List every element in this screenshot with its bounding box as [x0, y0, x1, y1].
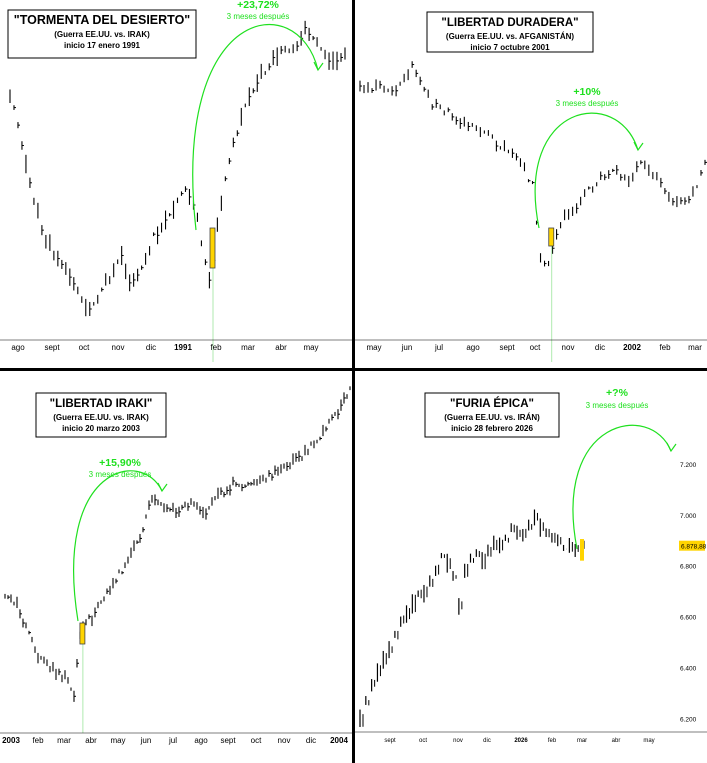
chart-title: "TORMENTA DEL DESIERTO" — [14, 13, 191, 27]
x-tick-label: nov — [453, 738, 463, 744]
x-tick-label: jul — [168, 736, 177, 745]
x-tick-label: mar — [577, 738, 587, 744]
x-tick-label: nov — [112, 343, 125, 352]
x-tick-label: may — [303, 343, 318, 352]
x-tick-label: sept — [44, 343, 60, 352]
y-tick-label: 6.800 — [680, 564, 697, 571]
y-tick-label: 6.400 — [680, 665, 697, 672]
event-start-marker — [548, 227, 555, 247]
gain-label: +?% — [606, 387, 629, 399]
x-tick-label: jul — [434, 343, 443, 352]
x-tick-label: nov — [278, 736, 291, 745]
chart-title: "LIBERTAD DURADERA" — [441, 17, 578, 29]
three-month-arc — [534, 112, 639, 229]
divider-vertical — [352, 0, 355, 763]
three-month-arc — [572, 424, 672, 550]
x-tick-label: oct — [251, 736, 262, 745]
title-box — [426, 11, 594, 53]
start-date-label: inicio 17 enero 1991 — [64, 41, 141, 50]
start-date-label: inicio 7 octubre 2001 — [470, 43, 550, 52]
chart-subtitle: (Guerra EE.UU. vs. IRAK) — [53, 413, 149, 422]
x-tick-label: feb — [210, 343, 222, 352]
x-tick-label: abr — [275, 343, 287, 352]
start-date-label: inicio 20 marzo 2003 — [62, 424, 140, 433]
x-tick-label: 2004 — [330, 736, 348, 745]
after-label: 3 meses después — [89, 470, 152, 479]
chart-title: "LIBERTAD IRAKI" — [50, 398, 153, 410]
x-tick-label: abr — [85, 736, 97, 745]
price-plot — [4, 386, 351, 702]
last-value-badge — [679, 540, 705, 551]
arrow-head — [313, 61, 324, 72]
title-box — [35, 392, 167, 438]
x-tick-label: 1991 — [174, 343, 192, 352]
x-tick-label: sept — [384, 738, 396, 744]
arrow-head — [666, 442, 677, 453]
x-tick-label: jun — [401, 343, 413, 352]
x-tick-label: abr — [612, 738, 621, 744]
three-month-arc — [192, 23, 319, 231]
start-date-label: inicio 28 febrero 2026 — [451, 424, 533, 433]
x-tick-label: mar — [688, 343, 702, 352]
after-label: 3 meses después — [227, 12, 290, 21]
y-tick-label: 7.000 — [680, 513, 697, 520]
event-start-marker — [209, 227, 216, 269]
price-plot — [9, 20, 346, 317]
x-tick-label: dic — [595, 343, 605, 352]
x-tick-label: 2002 — [623, 343, 641, 352]
x-tick-label: nov — [562, 343, 575, 352]
title-box — [424, 392, 560, 438]
panel-iraqi-freedom: 2003 feb mar abr may jun jul ago sept oct nov dic 20… — [0, 386, 352, 745]
last-value-label: 6.878,88 — [681, 544, 707, 551]
x-tick-label: oct — [79, 343, 90, 352]
gain-label: +10% — [573, 86, 601, 98]
three-month-arc — [73, 470, 163, 622]
x-tick-label: ago — [194, 736, 208, 745]
x-tick-label: dic — [146, 343, 156, 352]
gain-label: +15,90% — [99, 457, 141, 469]
after-label: 3 meses después — [586, 401, 649, 410]
arrow-head — [633, 141, 644, 152]
x-tick-label: may — [643, 738, 654, 744]
y-tick-label: 7.200 — [680, 462, 697, 469]
x-tick-label: 2003 — [2, 736, 20, 745]
x-tick-label: sept — [220, 736, 236, 745]
price-plot — [359, 509, 585, 728]
x-tick-label: may — [110, 736, 125, 745]
y-tick-label: 6.200 — [680, 716, 697, 723]
x-tick-label: ago — [11, 343, 25, 352]
divider-horizontal — [0, 368, 707, 371]
panel-desert-storm: ago sept oct nov dic 1991 feb mar abr may "TORMENT… — [0, 0, 352, 362]
event-start-marker — [580, 539, 584, 561]
x-tick-label: 2026 — [514, 738, 528, 744]
x-tick-label: feb — [32, 736, 44, 745]
arrow-head — [157, 482, 168, 493]
y-tick-label: 6.600 — [680, 615, 697, 622]
x-tick-label: mar — [241, 343, 255, 352]
x-tick-label: mar — [57, 736, 71, 745]
x-tick-label: may — [366, 343, 381, 352]
chart-subtitle: (Guerra EE.UU. vs. IRÁN) — [444, 413, 540, 422]
x-tick-label: oct — [530, 343, 541, 352]
x-tick-label: ago — [466, 343, 480, 352]
x-tick-label: dic — [306, 736, 316, 745]
event-start-marker — [79, 622, 86, 645]
panel-epic-fury: 7.200 7.000 6.800 6.600 6.400 6.200 6.878,88 se… — [355, 387, 707, 744]
x-tick-label: dic — [483, 738, 491, 744]
chart-subtitle: (Guerra EE.UU. vs. AFGANISTÁN) — [446, 32, 575, 41]
x-tick-label: feb — [659, 343, 671, 352]
x-tick-label: sept — [499, 343, 515, 352]
title-box — [7, 9, 197, 59]
gain-label: +23,72% — [237, 0, 279, 11]
x-tick-label: jun — [140, 736, 152, 745]
chart-subtitle: (Guerra EE.UU. vs. IRAK) — [54, 30, 150, 39]
after-label: 3 meses después — [556, 99, 619, 108]
chart-title: "FURIA ÉPICA" — [450, 397, 534, 410]
panel-enduring-freedom: may jun jul ago sept oct nov dic 2002 feb mar "LIBE… — [355, 11, 707, 362]
x-tick-label: feb — [548, 738, 557, 744]
x-tick-label: oct — [419, 738, 427, 744]
